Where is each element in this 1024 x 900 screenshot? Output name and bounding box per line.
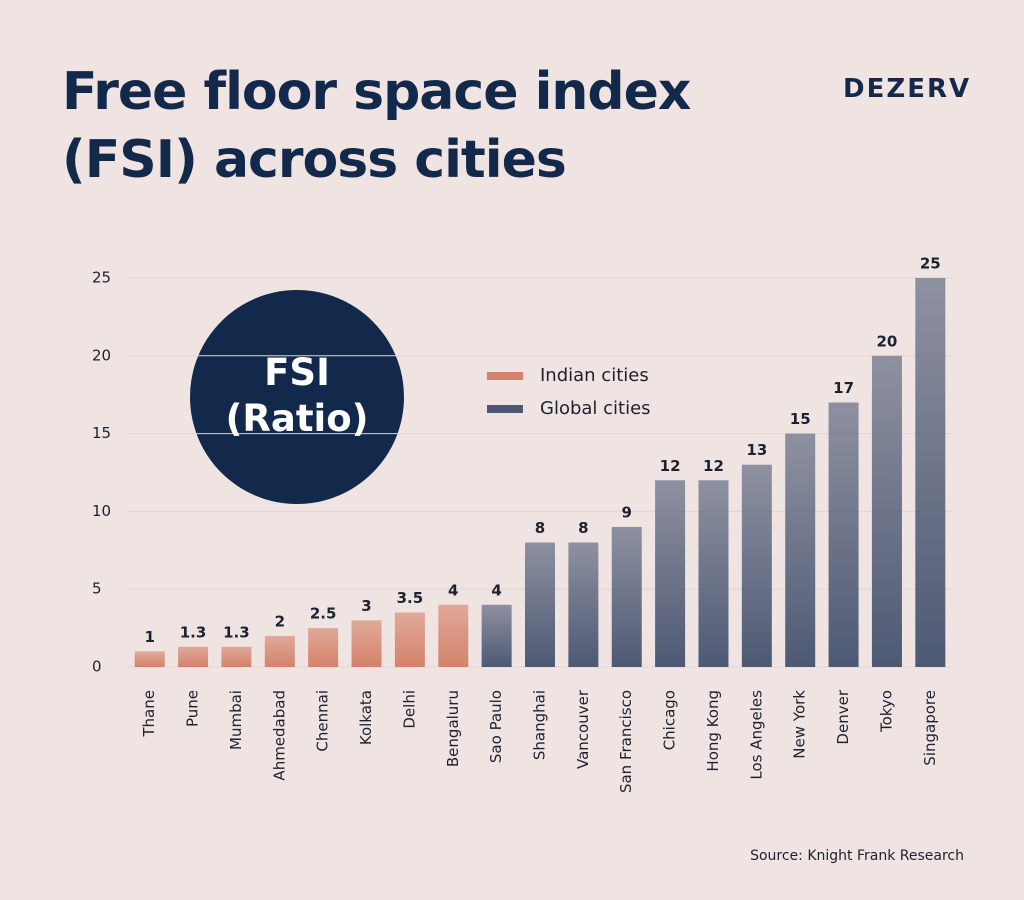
data-label: 3.5 (397, 589, 424, 607)
x-tick-label: Chicago (661, 690, 679, 750)
data-label: 8 (578, 519, 588, 537)
y-tick-label: 10 (92, 502, 111, 520)
brand-logo: DEZERV (843, 74, 972, 104)
bar (871, 355, 902, 667)
bar (438, 604, 469, 667)
bar (178, 646, 209, 667)
x-tick-label: Vancouver (574, 689, 592, 769)
y-tick-label: 20 (92, 346, 111, 364)
data-label: 4 (448, 581, 458, 599)
data-label: 12 (660, 457, 681, 475)
data-label: 9 (622, 503, 632, 521)
data-label: 17 (833, 379, 854, 397)
data-label: 4 (491, 581, 501, 599)
bar (264, 635, 295, 667)
y-tick-label: 5 (92, 580, 102, 598)
data-label: 1 (144, 628, 154, 646)
bar (611, 526, 642, 667)
y-tick-label: 25 (92, 269, 111, 287)
data-label: 2 (275, 612, 285, 630)
bar (351, 620, 382, 667)
data-label: 15 (790, 410, 811, 428)
y-axis-label: FSI (Ratio) (225, 351, 369, 440)
x-tick-label: Hong Kong (704, 690, 722, 772)
x-tick-label: Denver (834, 689, 852, 744)
data-label: 8 (535, 519, 545, 537)
bar (134, 651, 165, 667)
data-label: 1.3 (180, 623, 207, 641)
x-tick-label: Shanghai (531, 690, 549, 760)
x-tick-label: Singapore (921, 690, 939, 766)
bar (221, 646, 252, 667)
x-tick-label: Sao Paulo (487, 690, 505, 763)
x-tick-label: Tokyo (877, 690, 895, 733)
y-tick-label: 15 (92, 424, 111, 442)
x-tick-label: Mumbai (227, 690, 245, 750)
chart-title: Free floor space index (FSI) across citi… (62, 62, 691, 190)
x-tick-label: Thane (140, 690, 158, 738)
bar (525, 542, 555, 667)
x-tick-label: San Francisco (617, 690, 635, 793)
x-tick-label: Bengaluru (444, 690, 462, 767)
source: Source: Knight Frank Research (750, 848, 964, 864)
bar (394, 612, 425, 667)
x-tick-label: Delhi (400, 690, 418, 729)
legend-swatch (487, 372, 523, 380)
y-tick-label: 0 (92, 658, 102, 676)
data-label: 12 (703, 457, 724, 475)
legend-swatch (487, 405, 523, 413)
x-tick-label: Kolkata (357, 690, 375, 745)
x-tick-label: Chennai (314, 690, 332, 752)
data-label: 1.3 (223, 623, 250, 641)
data-label: 20 (877, 332, 898, 350)
legend-label: Global cities (540, 398, 651, 419)
x-tick-label: Los Angeles (747, 690, 765, 780)
data-label: 13 (746, 441, 767, 459)
data-label: 2.5 (310, 605, 337, 623)
bar (481, 604, 512, 667)
x-tick-label: New York (791, 690, 809, 759)
legend-label: Indian cities (540, 365, 649, 386)
bar (785, 433, 816, 667)
bar (915, 278, 946, 667)
x-tick-label: Pune (184, 690, 202, 727)
data-label: 3 (361, 597, 371, 615)
bar (308, 628, 339, 667)
data-label: 25 (920, 255, 941, 273)
bar (741, 464, 772, 667)
bar (828, 402, 859, 667)
bar (568, 542, 599, 667)
axis-label-badge (190, 290, 404, 504)
bar (655, 480, 686, 667)
bar (698, 480, 729, 667)
x-tick-label: Ahmedabad (270, 690, 288, 781)
